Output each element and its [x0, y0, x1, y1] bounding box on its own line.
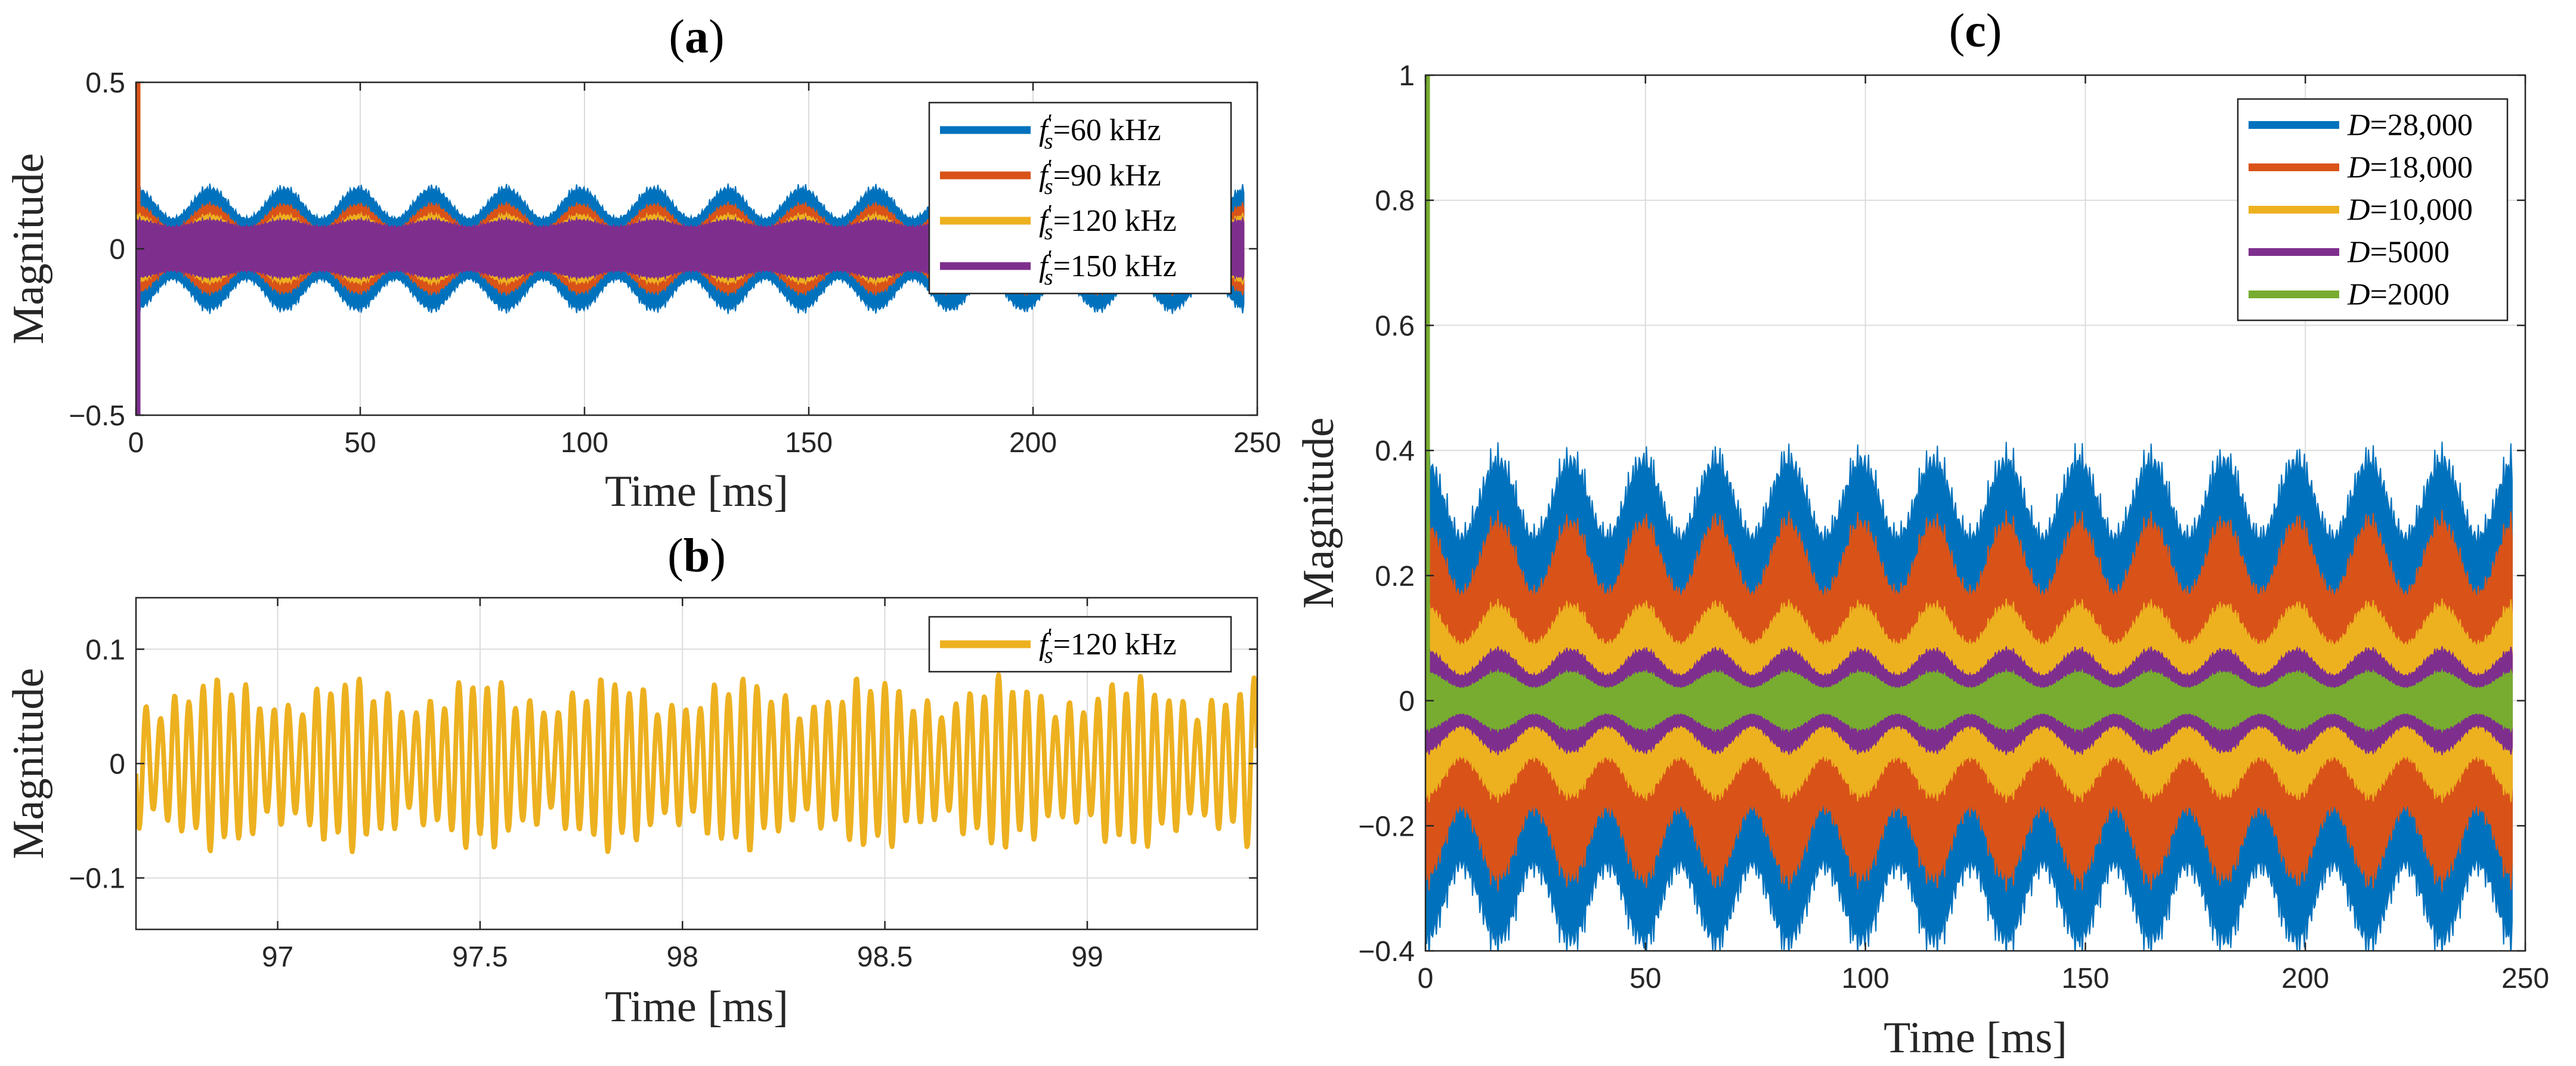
y-axis-label: Magnitude	[1294, 418, 1343, 609]
y-axis-label: Magnitude	[4, 668, 53, 860]
x-tick-label: 99	[1071, 941, 1103, 973]
y-tick-label: 0.6	[1375, 310, 1415, 342]
panel-b: 97 97.5 98 98.5 99 −0.1 0 0.1 Time [ms] Magnitude…	[4, 530, 1258, 1031]
legend-label: f′ s=90 kHz	[1039, 155, 1161, 199]
panel-title: (c)	[1949, 5, 2002, 57]
legend-label: f′ s=150 kHz	[1039, 246, 1177, 290]
x-axis-label: Time [ms]	[605, 467, 788, 516]
axes-box	[1424, 74, 2526, 952]
legend-box	[928, 101, 1232, 295]
x-axis-label: Time [ms]	[605, 982, 788, 1031]
x-tick-label: 0	[128, 427, 144, 459]
x-tick-label: 50	[344, 427, 376, 459]
x-axis-label: Time [ms]	[1884, 1014, 2067, 1062]
y-tick-label: 0.8	[1375, 186, 1415, 217]
y-tick-label: −0.2	[1358, 811, 1415, 842]
x-tick-label: 200	[2281, 963, 2329, 994]
plot-area	[1425, 75, 2513, 951]
x-tick-label: 100	[1842, 963, 1890, 994]
y-tick-label: 0.5	[85, 67, 125, 99]
plot-area	[136, 672, 1257, 854]
x-tick-label: 97.5	[452, 941, 508, 973]
y-tick-label: 0	[109, 749, 125, 780]
legend-label: D=5000	[2347, 236, 2450, 270]
y-axis-label: Magnitude	[4, 153, 53, 345]
x-tick-label: 98	[667, 941, 698, 973]
y-tick-label: −0.4	[1358, 936, 1415, 968]
panel-title: (b)	[667, 530, 726, 582]
x-tick-label: 250	[2501, 963, 2549, 994]
panel-c: 0 50 100 150 200 250 −0.4 −0.2 0 0.2 0.4 0.6 0.8 1 Tim…	[1294, 5, 2549, 1062]
series-band	[1425, 668, 2513, 734]
y-tick-label: 0.4	[1375, 435, 1415, 467]
y-tick-label: −0.1	[69, 863, 125, 895]
y-tick-label: −0.5	[69, 400, 125, 432]
x-tick-label: 100	[561, 427, 608, 459]
y-tick-label: 1	[1399, 60, 1415, 92]
y-tick-label: 0.1	[85, 634, 125, 666]
x-tick-label: 97	[262, 941, 293, 973]
y-tick-label: 0	[109, 234, 125, 265]
x-tick-label: 150	[2061, 963, 2109, 994]
legend-label: f′ s=120 kHz	[1039, 200, 1177, 245]
legend-label: D=18,000	[2347, 151, 2473, 185]
panel-title: (a)	[669, 11, 724, 63]
x-tick-label: 250	[1233, 427, 1281, 459]
x-tick-label: 0	[1418, 963, 1434, 994]
legend-label: f′ s=120 kHz	[1039, 624, 1177, 668]
legend-label: f′ s=60 kHz	[1039, 110, 1161, 154]
legend: f′ s=120 kHz	[928, 616, 1232, 673]
legend-label: D=28,000	[2347, 109, 2473, 143]
legend-label: D=2000	[2347, 278, 2450, 312]
legend: D=28,000 D=18,000 D=10,000 D=5000 D=2000	[2237, 98, 2509, 322]
x-tick-label: 50	[1629, 963, 1661, 994]
series-line	[136, 672, 1257, 854]
x-tick-label: 150	[785, 427, 833, 459]
x-tick-label: 98.5	[857, 941, 913, 973]
x-tick-label: 200	[1009, 427, 1057, 459]
legend-label: D=10,000	[2347, 193, 2473, 227]
y-tick-label: 0.2	[1375, 561, 1415, 592]
y-tick-label: 0	[1399, 686, 1415, 718]
